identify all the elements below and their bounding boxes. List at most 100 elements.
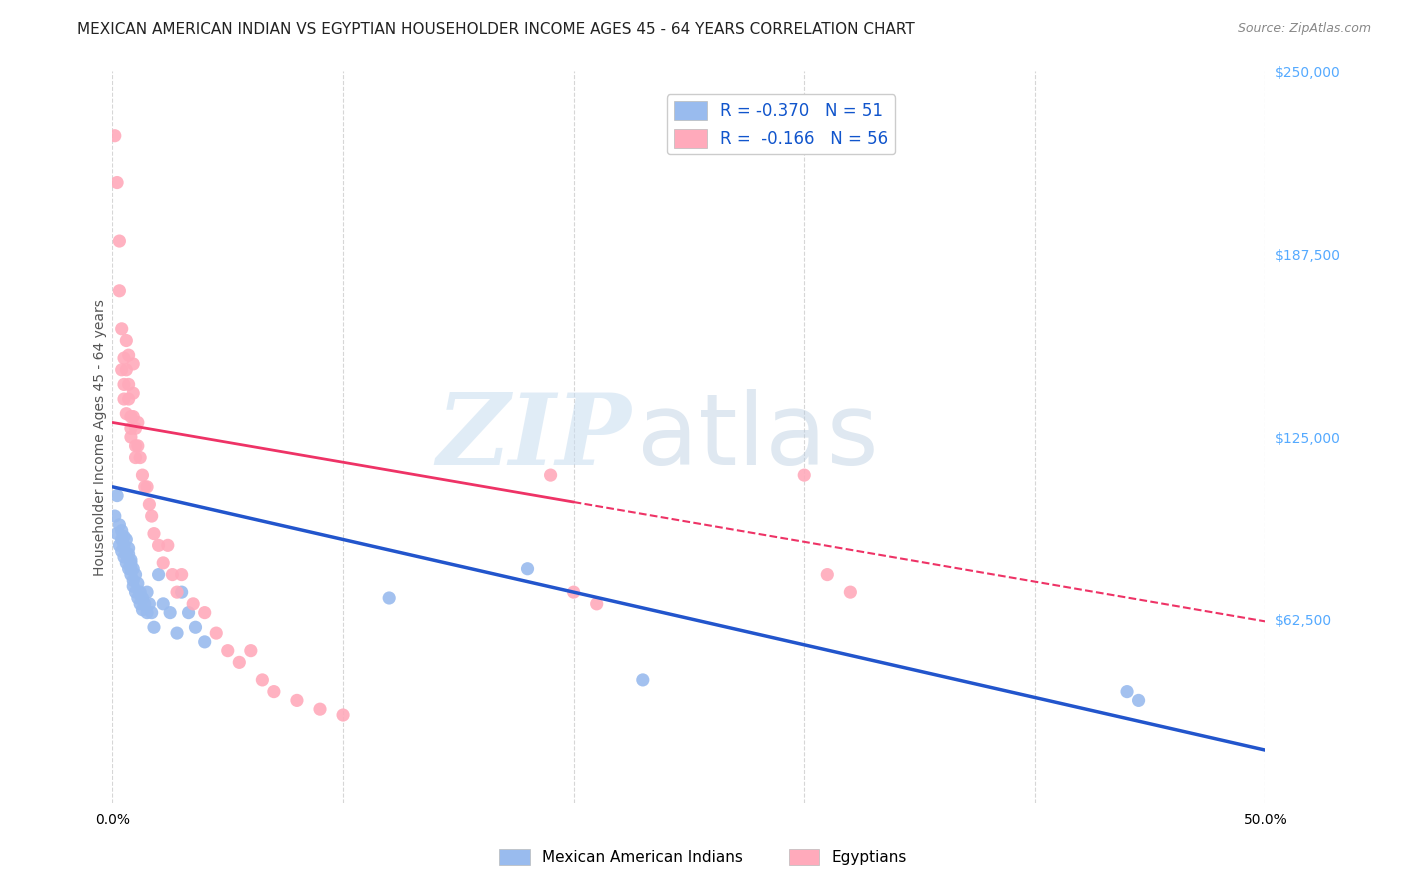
- Text: MEXICAN AMERICAN INDIAN VS EGYPTIAN HOUSEHOLDER INCOME AGES 45 - 64 YEARS CORREL: MEXICAN AMERICAN INDIAN VS EGYPTIAN HOUS…: [77, 22, 915, 37]
- Point: [127, 576, 149, 591]
- Point: [104, 128, 127, 143]
- Point: [516, 562, 538, 576]
- Point: [143, 526, 166, 541]
- Point: [131, 468, 153, 483]
- Point: [141, 606, 163, 620]
- Point: [585, 597, 607, 611]
- Point: [1128, 693, 1150, 707]
- Point: [141, 509, 163, 524]
- Legend: R = -0.370   N = 51, R =  -0.166   N = 56: R = -0.370 N = 51, R = -0.166 N = 56: [666, 95, 896, 154]
- Point: [1116, 684, 1139, 698]
- Point: [131, 591, 153, 605]
- Point: [177, 606, 200, 620]
- Point: [239, 643, 262, 657]
- Point: [127, 416, 149, 430]
- Point: [120, 567, 142, 582]
- Point: [143, 620, 166, 634]
- Y-axis label: Householder Income Ages 45 - 64 years: Householder Income Ages 45 - 64 years: [93, 299, 107, 575]
- Point: [148, 567, 170, 582]
- Point: [136, 585, 159, 599]
- Point: [839, 585, 862, 599]
- Point: [112, 549, 135, 564]
- Point: [120, 562, 142, 576]
- Point: [124, 585, 146, 599]
- Point: [815, 567, 838, 582]
- Point: [152, 556, 174, 570]
- Point: [166, 585, 188, 599]
- Point: [111, 363, 134, 377]
- Point: [124, 439, 146, 453]
- Point: [540, 468, 562, 483]
- Point: [117, 541, 139, 556]
- Point: [115, 533, 138, 547]
- Point: [122, 562, 145, 576]
- Point: [205, 626, 228, 640]
- Point: [148, 538, 170, 552]
- Point: [117, 392, 139, 406]
- Point: [115, 407, 138, 421]
- Point: [124, 421, 146, 435]
- Point: [138, 497, 160, 511]
- Point: [562, 585, 585, 599]
- Point: [115, 547, 138, 561]
- Point: [112, 392, 135, 406]
- Text: ZIP: ZIP: [436, 389, 631, 485]
- Point: [228, 656, 250, 670]
- Point: [108, 284, 131, 298]
- Point: [134, 480, 156, 494]
- Point: [252, 673, 274, 687]
- Point: [111, 322, 134, 336]
- Point: [124, 450, 146, 465]
- Point: [120, 421, 142, 435]
- Point: [122, 579, 145, 593]
- Point: [112, 377, 135, 392]
- Point: [120, 409, 142, 424]
- Point: [263, 684, 285, 698]
- Point: [631, 673, 654, 687]
- Point: [122, 357, 145, 371]
- Point: [162, 567, 184, 582]
- Point: [152, 597, 174, 611]
- Point: [122, 386, 145, 401]
- Point: [309, 702, 332, 716]
- Point: [194, 606, 217, 620]
- Point: [159, 606, 181, 620]
- Point: [127, 439, 149, 453]
- Point: [120, 430, 142, 444]
- Point: [105, 489, 128, 503]
- Point: [127, 591, 149, 605]
- Legend: Mexican American Indians, Egyptians: Mexican American Indians, Egyptians: [494, 843, 912, 871]
- Point: [108, 517, 131, 532]
- Point: [112, 351, 135, 365]
- Point: [105, 176, 128, 190]
- Point: [120, 553, 142, 567]
- Point: [111, 533, 134, 547]
- Point: [156, 538, 179, 552]
- Point: [134, 597, 156, 611]
- Point: [104, 509, 127, 524]
- Point: [117, 562, 139, 576]
- Point: [217, 643, 239, 657]
- Point: [138, 597, 160, 611]
- Point: [194, 635, 217, 649]
- Point: [136, 480, 159, 494]
- Point: [136, 606, 159, 620]
- Point: [129, 597, 152, 611]
- Point: [111, 524, 134, 538]
- Point: [105, 526, 128, 541]
- Point: [122, 409, 145, 424]
- Point: [124, 567, 146, 582]
- Point: [117, 377, 139, 392]
- Point: [166, 626, 188, 640]
- Point: [108, 538, 131, 552]
- Text: atlas: atlas: [637, 389, 879, 485]
- Point: [115, 363, 138, 377]
- Point: [112, 530, 135, 544]
- Point: [181, 597, 204, 611]
- Point: [112, 538, 135, 552]
- Point: [108, 234, 131, 248]
- Point: [131, 603, 153, 617]
- Point: [122, 574, 145, 588]
- Point: [332, 708, 354, 723]
- Point: [378, 591, 401, 605]
